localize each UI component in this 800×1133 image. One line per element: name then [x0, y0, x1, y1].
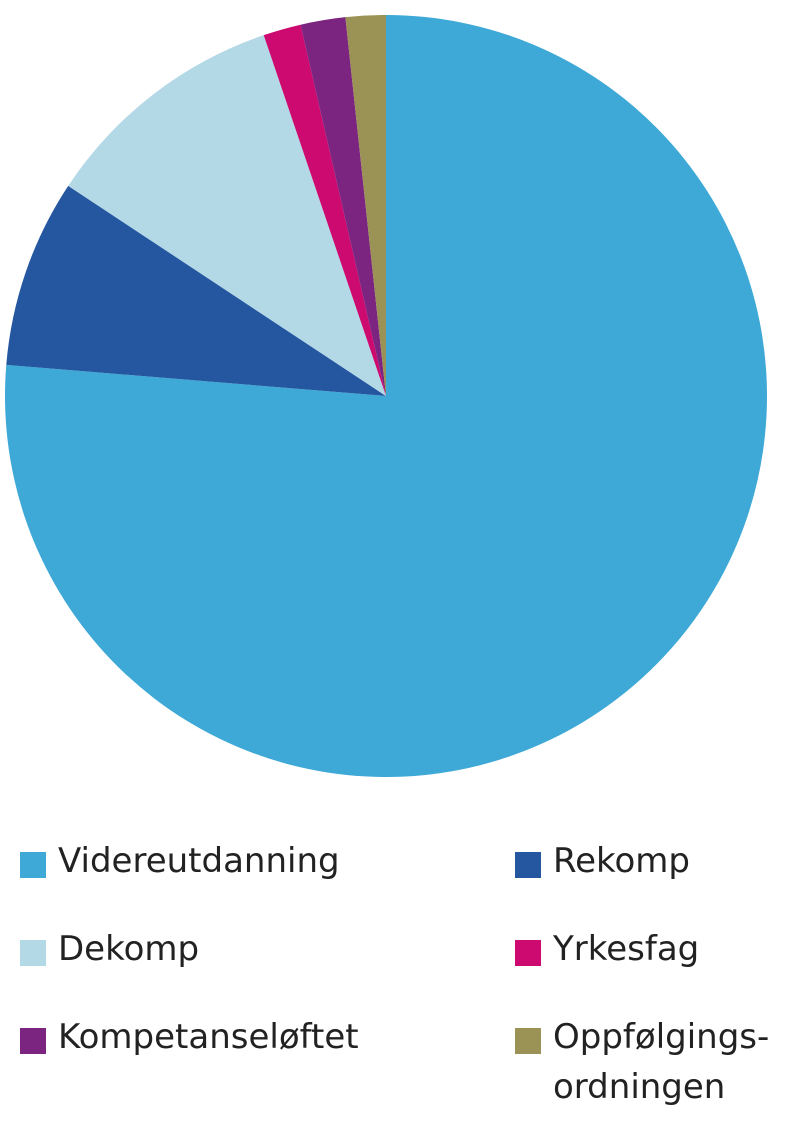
- legend-label: Kompetanseløftet: [58, 1017, 359, 1057]
- pie-slice: [345, 15, 386, 396]
- legend-item: Yrkesfag: [515, 924, 783, 974]
- pie-slice: [6, 185, 386, 396]
- chart: [5, 15, 768, 777]
- legend-swatch: [515, 852, 541, 878]
- legend-swatch: [20, 852, 46, 878]
- legend-item: Rekomp: [515, 836, 783, 886]
- legend-item: Kompetanseløftet: [20, 1012, 359, 1062]
- legend-label: Rekomp: [553, 841, 690, 881]
- legend-swatch: [20, 1028, 46, 1054]
- legend-label: Dekomp: [58, 929, 200, 969]
- legend-swatch: [515, 940, 541, 966]
- legend-swatch: [20, 940, 46, 966]
- legend-label: Oppfølgings-ordningen: [553, 1017, 770, 1107]
- pie-slice: [68, 35, 386, 396]
- legend-item: Oppfølgings-ordningen: [515, 1012, 783, 1112]
- legend-label: Videreutdanning: [58, 841, 340, 881]
- legend-item: Dekomp: [20, 924, 288, 974]
- pie-slice: [300, 17, 386, 397]
- legend-item: Videreutdanning: [20, 836, 340, 886]
- legend-swatch: [515, 1028, 541, 1054]
- legend-label: Yrkesfag: [553, 929, 700, 969]
- pie-slice: [263, 24, 386, 396]
- pie-slice: [5, 15, 768, 777]
